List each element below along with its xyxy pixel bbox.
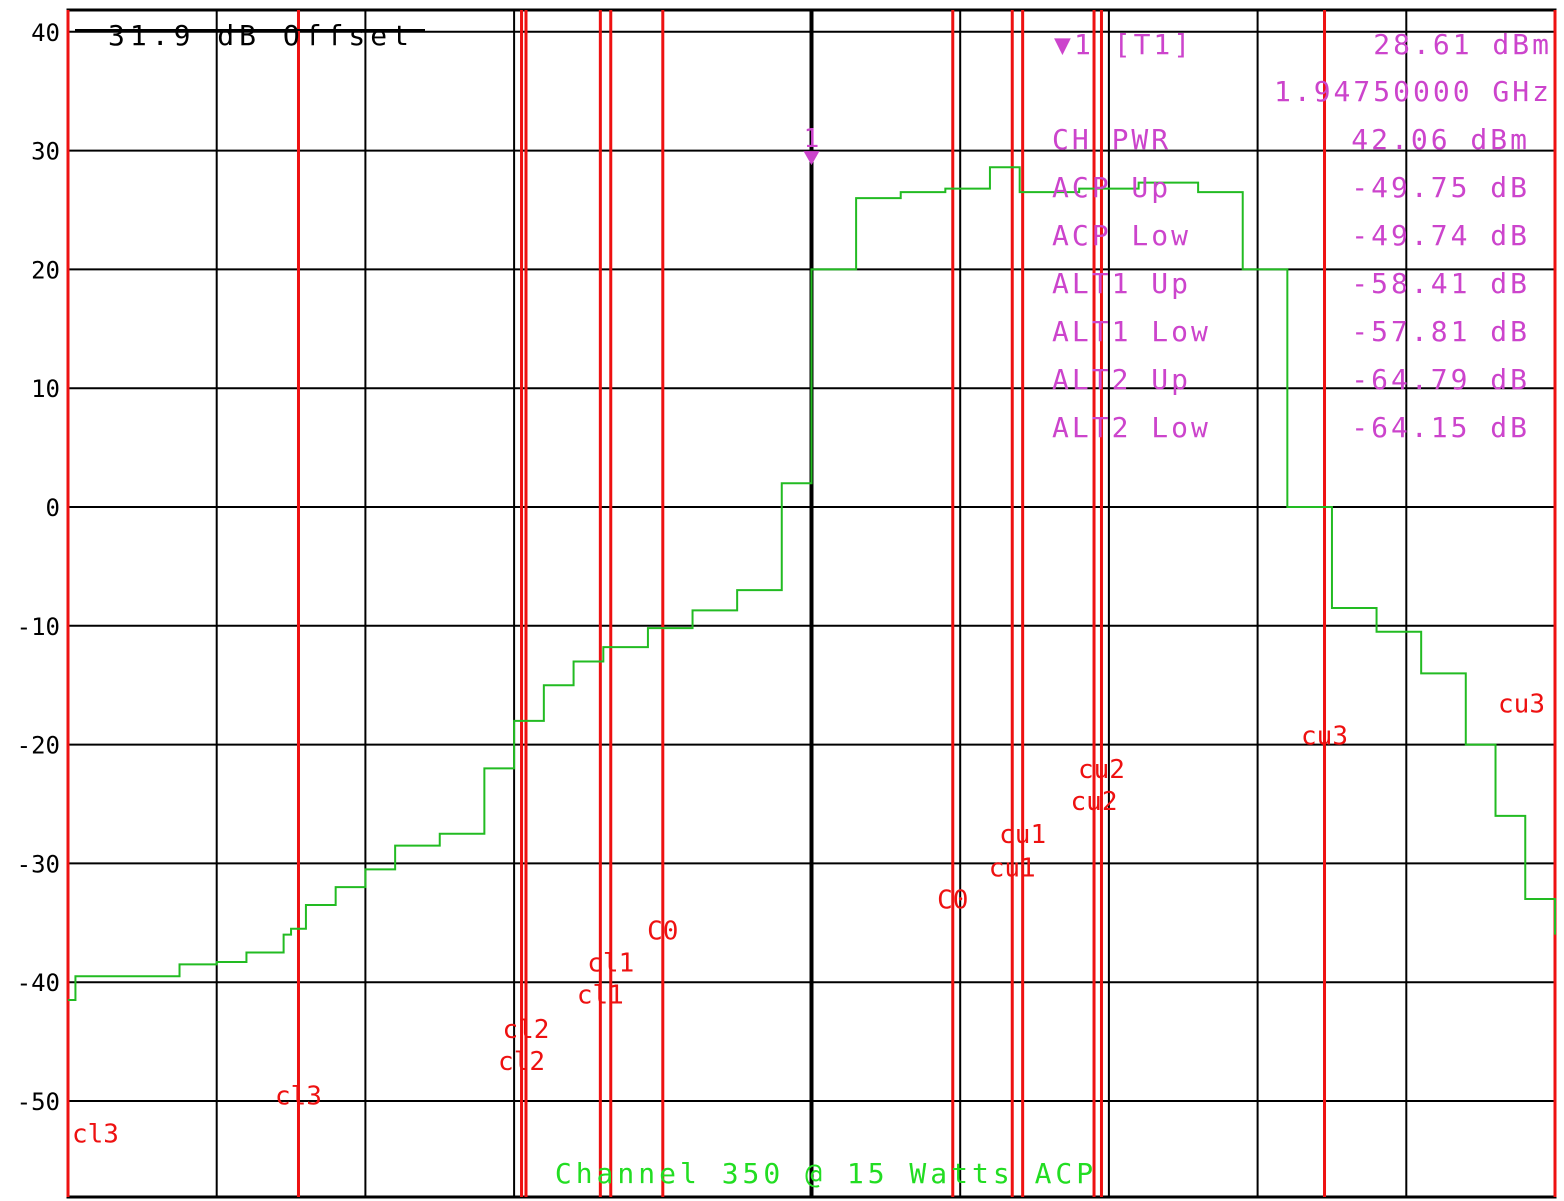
readout-row-label: ALT2 Low — [1052, 411, 1211, 444]
chart-title: Channel 350 @ 15 Watts ACP — [555, 1157, 1097, 1190]
y-tick-label: 10 — [31, 375, 60, 403]
readout-row-label: CH PWR — [1052, 123, 1171, 156]
channel-label: cu2 — [1071, 787, 1118, 817]
readout-row-value: -57.81 dB — [1351, 315, 1530, 348]
channel-label: cu1 — [999, 820, 1046, 850]
channel-label: cu1 — [989, 853, 1036, 883]
channel-label: cl3 — [275, 1082, 322, 1112]
y-tick-label: -30 — [17, 850, 60, 878]
y-tick-label: -10 — [17, 613, 60, 641]
channel-label: cl2 — [503, 1015, 550, 1045]
marker-triangle-icon — [803, 151, 820, 166]
y-axis-ticks: 40 30 20 10 0 -10 -20 -30 -40 -50 — [17, 19, 60, 1116]
marker-readout: ▼ 1 [T1] 28.61 dBm 1.94750000 GHz CH PWR… — [1052, 28, 1552, 444]
readout-row-value: -49.75 dB — [1351, 171, 1530, 204]
channel-label: cu3 — [1498, 690, 1545, 720]
readout-row-value: -64.15 dB — [1351, 411, 1530, 444]
readout-row-label: ALT1 Low — [1052, 315, 1211, 348]
marker-label: 1 — [804, 124, 820, 154]
marker-triangle-icon: ▼ — [1054, 28, 1071, 61]
readout-row-label: ALT1 Up — [1052, 267, 1191, 300]
spectrum-trace — [68, 166, 1556, 1002]
channel-label: C0 — [647, 916, 678, 946]
readout-row-value: -49.74 dB — [1351, 219, 1530, 252]
readout-row-label: ALT2 Up — [1052, 363, 1191, 396]
y-tick-label: -50 — [17, 1088, 60, 1116]
channel-label: cl3 — [72, 1120, 119, 1150]
channel-label: cu2 — [1078, 755, 1125, 785]
y-tick-label: 30 — [31, 138, 60, 166]
y-tick-label: 20 — [31, 256, 60, 284]
readout-row-label: ACP Up — [1052, 171, 1171, 204]
y-tick-label: 0 — [46, 494, 60, 522]
channel-label: cl2 — [498, 1047, 545, 1077]
y-tick-label: -20 — [17, 732, 60, 760]
y-tick-label: 40 — [31, 19, 60, 47]
y-tick-label: -40 — [17, 969, 60, 997]
channel-label: cu3 — [1301, 722, 1348, 752]
readout-row-value: -64.79 dB — [1351, 363, 1530, 396]
channel-label: C0 — [937, 886, 968, 916]
readout-marker-freq: 1.94750000 GHz — [1274, 75, 1552, 108]
channel-label: cl1 — [587, 949, 634, 979]
readout-marker-header: 1 [T1] — [1074, 28, 1193, 61]
readout-row-label: ACP Low — [1052, 219, 1191, 252]
channel-label: cl1 — [577, 981, 624, 1011]
readout-row-value: 42.06 dBm — [1351, 123, 1530, 156]
readout-row-value: -58.41 dB — [1351, 267, 1530, 300]
marker-1[interactable]: 1 — [803, 124, 820, 166]
readout-marker-level: 28.61 dBm — [1373, 28, 1552, 61]
ref-offset-label: 31.9 dB Offset — [108, 19, 414, 52]
channel-lines — [66, 10, 1557, 1197]
